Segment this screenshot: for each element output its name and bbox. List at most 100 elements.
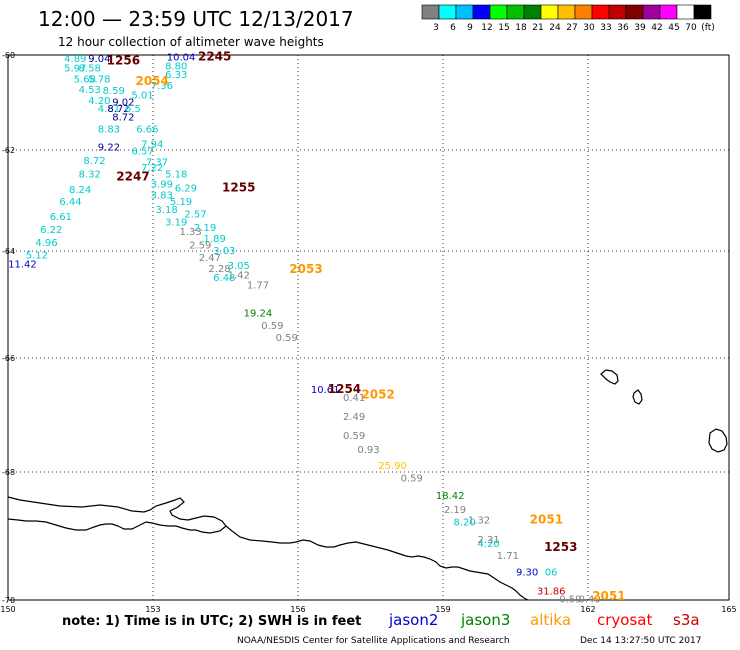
wave-height-value: 6.33	[165, 70, 187, 81]
pass-time-label: 1253	[544, 540, 577, 554]
latitude-label: -68	[2, 468, 15, 477]
wave-height-value: 3.18	[155, 205, 177, 216]
coastline	[7, 496, 227, 534]
colorbar-swatch	[642, 4, 661, 20]
wave-height-value: 9.22	[98, 142, 120, 153]
colorbar-swatch	[676, 4, 695, 20]
page-title: 12:00 — 23:59 UTC 12/13/2017	[38, 7, 354, 31]
wave-height-value: 3.83	[151, 190, 173, 201]
colorbar-swatch	[523, 4, 542, 20]
colorbar-legend: 3 6 9 12 15 18 21 24 27 30 33 36 39 42 45 70 (ft)	[421, 4, 715, 33]
footer-timestamp: Dec 14 13:27:50 UTC 2017	[580, 636, 701, 646]
wave-height-value: 9.04	[88, 54, 110, 65]
satellite-legend: jason2 jason3 altika cryosat s3a	[388, 611, 700, 629]
satellite-legend-s3a: s3a	[673, 611, 700, 629]
wave-height-value: 4.20	[478, 539, 500, 550]
colorbar-swatch	[438, 4, 457, 20]
colorbar-label: 24	[549, 23, 561, 33]
pass-time-label: 2052	[361, 387, 394, 401]
wave-height-value: 3.99	[151, 179, 173, 190]
wave-height-value: 1.77	[247, 280, 269, 291]
wave-height-value: 4.81	[98, 104, 120, 115]
wave-height-value: 2.28	[208, 264, 230, 275]
satellite-legend-cryosat: cryosat	[597, 611, 652, 629]
wave-height-value: 6.5	[125, 104, 141, 115]
wave-height-value: 5.19	[170, 197, 192, 208]
colorbar-label: 30	[583, 23, 595, 33]
wave-height-value: 8.20	[454, 517, 476, 528]
wave-height-value: 0.59	[401, 474, 423, 485]
wave-height-value: 5.01	[131, 91, 153, 102]
island-2	[632, 389, 643, 405]
wave-height-value: 8.80	[165, 62, 187, 73]
latitude-label: -62	[2, 146, 15, 155]
wave-height-value: 6.48	[213, 273, 235, 284]
longitude-label: 162	[580, 605, 595, 614]
latitude-label: -66	[2, 354, 15, 363]
colorbar-label: 21	[532, 23, 543, 33]
wave-height-value: 5.78	[88, 74, 110, 85]
wave-height-value: 06	[545, 567, 558, 578]
colorbar-label: 42	[651, 23, 662, 33]
wave-height-value: 9.30	[516, 567, 538, 578]
wave-height-value: 2.57	[184, 209, 206, 220]
wave-height-value: 8.72	[107, 104, 129, 115]
colorbar-swatch	[693, 4, 712, 20]
wave-height-value: 19.24	[244, 309, 273, 320]
satellite-legend-jason2: jason2	[388, 611, 438, 629]
wave-height-value: 0.41	[343, 393, 365, 404]
wave-height-value: 3.03	[213, 246, 235, 257]
wave-height-value: 3.19	[165, 218, 187, 229]
colorbar-swatch	[472, 4, 491, 20]
wave-height-value: 6.66	[136, 124, 158, 135]
wave-height-value: 7.94	[141, 140, 163, 151]
wave-height-value: 1.42	[228, 270, 250, 281]
wave-height-value: 4.89	[64, 54, 86, 65]
colorbar-swatch	[421, 4, 440, 20]
longitude-labels: 150 153 156 159 162 165	[0, 605, 736, 614]
wave-height-value: 0.59	[261, 321, 283, 332]
wave-height-value: 10.61	[311, 385, 340, 396]
wave-height-value: 8.24	[69, 185, 91, 196]
wave-height-value: 18.42	[436, 491, 465, 502]
wave-height-value: 3.05	[228, 261, 250, 272]
wave-height-value: 8.58	[79, 63, 101, 74]
colorbar-label: 70	[685, 23, 697, 33]
latitude-labels: -60 -62 -64 -66 -68 -70	[2, 51, 15, 605]
colorbar-swatch	[591, 4, 610, 20]
colorbar-swatch	[625, 4, 644, 20]
wave-height-value: 7.37	[146, 158, 168, 169]
satellite-legend-altika: altika	[530, 611, 571, 629]
colorbar-label: 45	[668, 23, 679, 33]
wave-height-value: 0.59	[276, 333, 298, 344]
colorbar-label: 9	[467, 23, 473, 33]
wave-height-value: 5.18	[165, 170, 187, 181]
wave-height-value: 6.61	[50, 212, 72, 223]
map-frame	[7, 54, 730, 601]
wave-height-value: 2.19	[444, 505, 466, 516]
wave-height-value: 25.90	[378, 461, 407, 472]
coastline-main	[225, 525, 529, 601]
wave-height-value: 31.86	[537, 587, 566, 598]
pass-time-label: 2247	[116, 169, 149, 183]
latitude-label: -64	[2, 247, 15, 256]
colorbar-label: 6	[450, 23, 456, 33]
latitude-label: -70	[2, 596, 15, 605]
wave-height-value: 11.42	[8, 260, 37, 271]
wave-height-value: 1.33	[180, 227, 202, 238]
wave-height-value: 8.83	[98, 124, 120, 135]
colorbar-swatch	[489, 4, 508, 20]
longitude-label: 165	[721, 605, 736, 614]
pass-time-label: 2051	[592, 589, 625, 603]
wave-height-value: 4.20	[88, 96, 110, 107]
satellite-legend-jason3: jason3	[460, 611, 510, 629]
colorbar-label: 27	[566, 23, 577, 33]
colorbar-swatch	[608, 4, 627, 20]
wave-height-value: 8.32	[79, 170, 101, 181]
island-3	[708, 428, 728, 453]
wave-height-value: 4.53	[79, 85, 101, 96]
longitude-label: 153	[145, 605, 160, 614]
wave-height-value: 1.71	[497, 551, 519, 562]
wave-height-value: 9.02	[112, 98, 134, 109]
colorbar-label: 15	[498, 23, 509, 33]
